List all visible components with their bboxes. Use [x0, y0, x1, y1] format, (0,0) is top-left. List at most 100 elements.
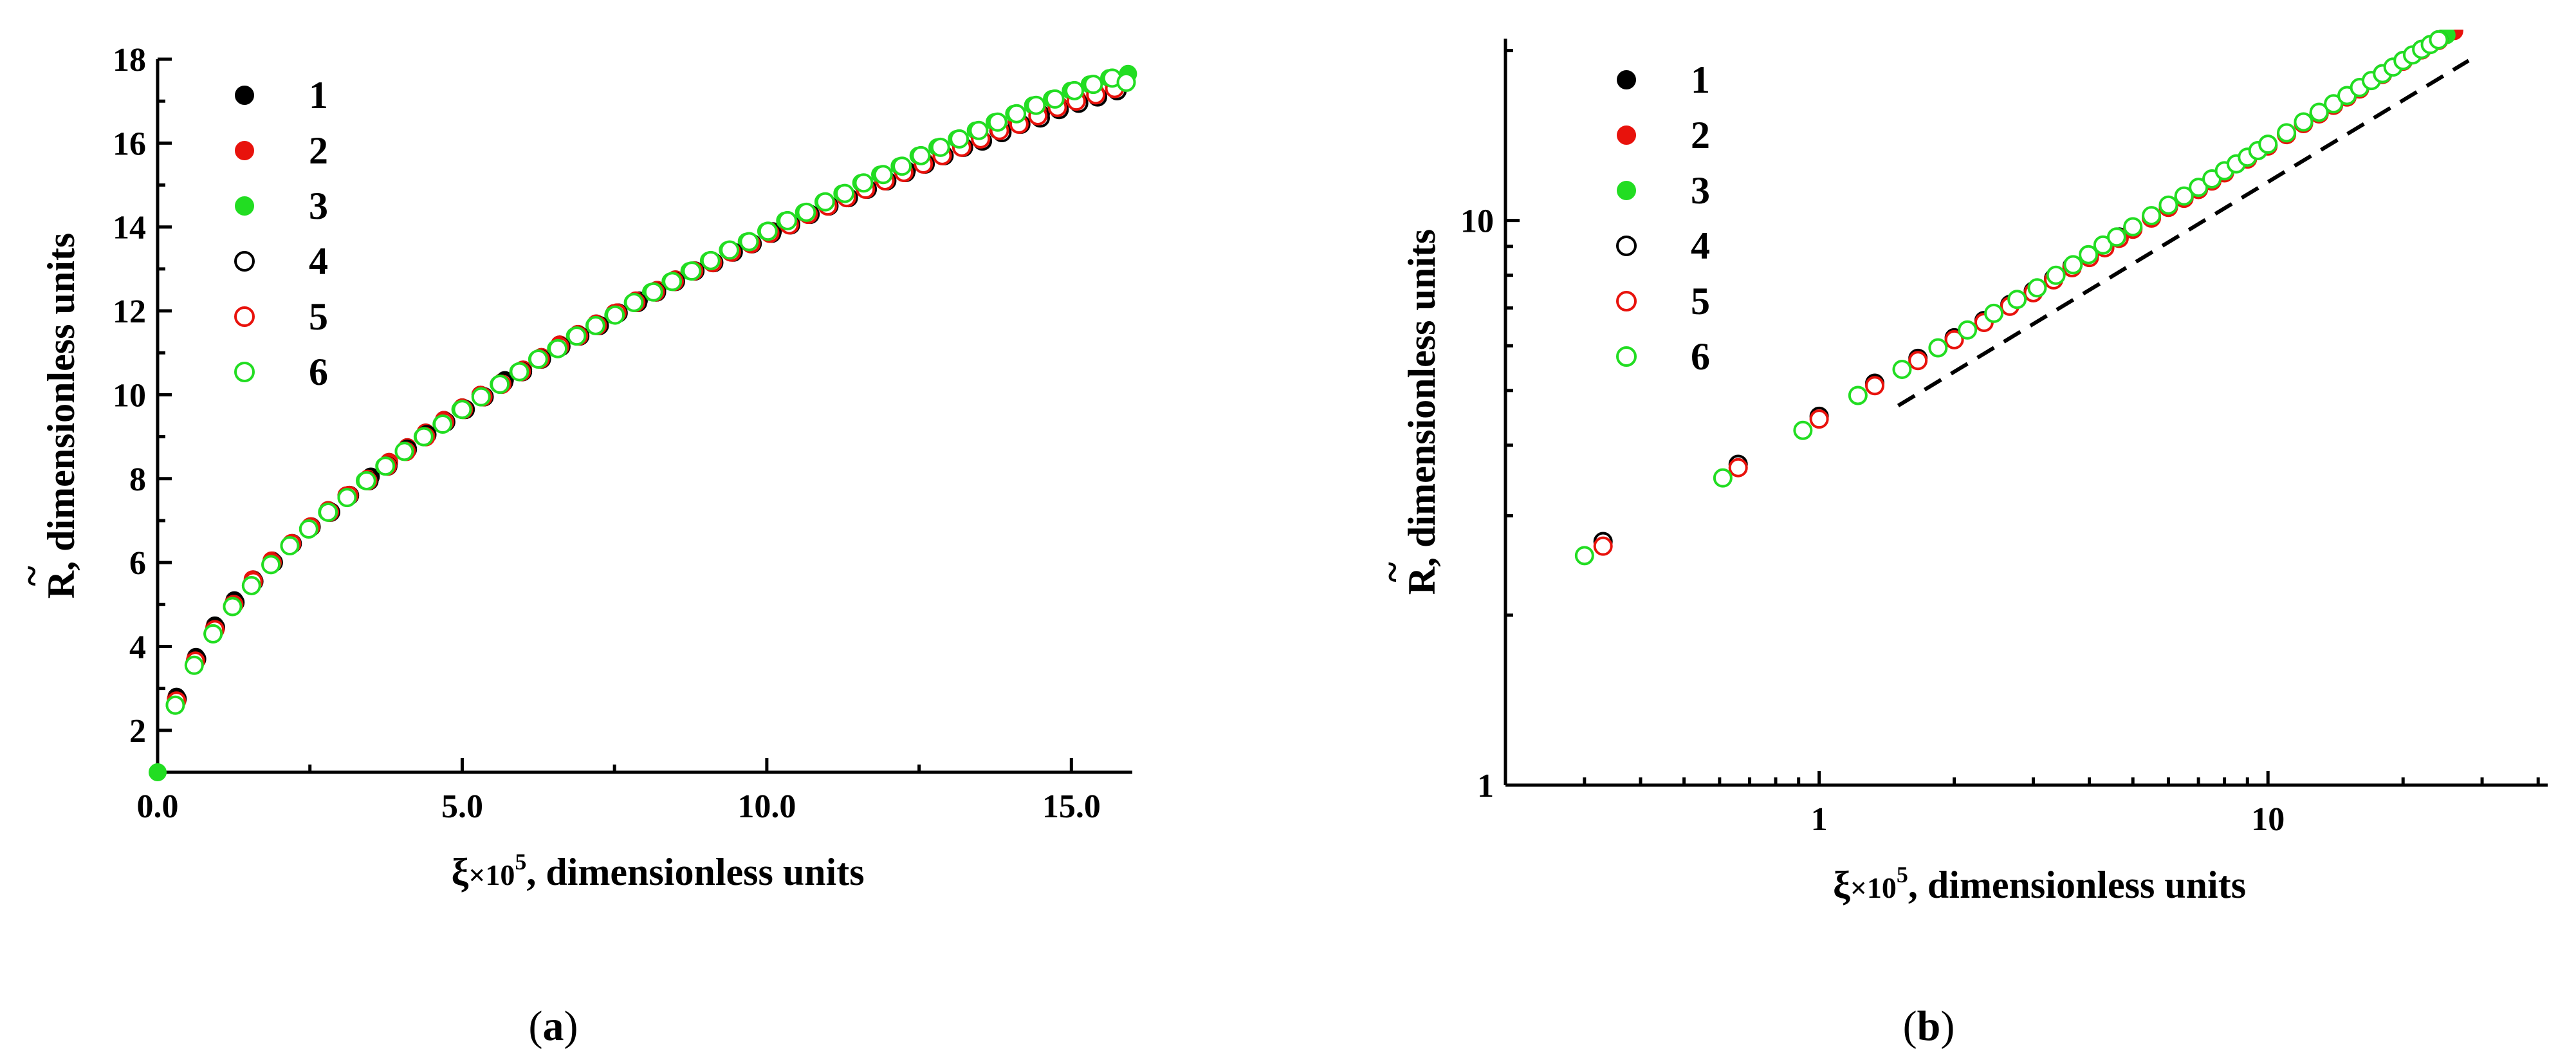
- series-6-point: [2007, 290, 2027, 310]
- legend-marker-6: [1616, 346, 1637, 367]
- x-tick-label: 5.0: [441, 788, 483, 825]
- series-6-point: [184, 655, 204, 675]
- x-axis-title-multiplier: ×10: [1850, 871, 1897, 904]
- y-tick-label: 4: [129, 629, 146, 665]
- y-tick-label: 14: [113, 210, 146, 246]
- legend-marker-6: [234, 362, 255, 382]
- legend-marker-5: [234, 306, 255, 327]
- y-tick-label: 10: [113, 377, 146, 414]
- series-6-point: [1892, 359, 1912, 379]
- series-6-point: [854, 173, 874, 193]
- series-6-point: [835, 183, 855, 203]
- legend-label-5: 5: [309, 295, 328, 338]
- series-6-point: [2123, 217, 2143, 237]
- caption-a: (a): [529, 1003, 578, 1050]
- caption-b: (b): [1903, 1003, 1955, 1050]
- legend-marker-3: [1617, 181, 1636, 200]
- caption-a-letter: a: [543, 1003, 564, 1050]
- series-6-point: [2277, 123, 2297, 143]
- series-6-point: [337, 488, 357, 508]
- series-6-point: [643, 282, 663, 302]
- series-5-point: [1908, 351, 1928, 371]
- y-axis-title: R, dimensionless units: [40, 233, 82, 599]
- legend-label-1: 1: [309, 74, 328, 116]
- series-6-point: [720, 240, 740, 260]
- y-tick-label: 12: [113, 293, 146, 330]
- x-tick-label: 10.0: [737, 788, 796, 825]
- x-tick-label: 10: [2251, 801, 2285, 838]
- series-6-point: [394, 441, 414, 461]
- legend-marker-5: [1616, 291, 1637, 311]
- legend-marker-4: [1616, 236, 1637, 256]
- legend-marker-1: [1617, 70, 1636, 89]
- series-6-point: [815, 192, 835, 212]
- series-6-point: [528, 349, 548, 369]
- series-6-point: [1928, 338, 1948, 358]
- series-6-point: [585, 315, 605, 335]
- series-6-point: [2106, 227, 2126, 247]
- series-6-point: [471, 387, 491, 407]
- series-5-point: [1865, 376, 1885, 396]
- y-axis-title-rest: , dimensionless units: [40, 233, 82, 571]
- x-axis-title-exponent: 5: [1897, 862, 1908, 887]
- series-6-point: [1026, 95, 1046, 115]
- series-6-point: [1116, 72, 1136, 92]
- series-6-point: [988, 112, 1007, 132]
- series-6-point: [165, 695, 185, 715]
- y-axis-title: R, dimensionless units: [1401, 229, 1443, 595]
- series-6-point: [1713, 468, 1733, 488]
- series-6-point: [758, 221, 778, 241]
- legend-label-4: 4: [1691, 225, 1710, 267]
- series-group: [149, 64, 1137, 781]
- series-6-point: [624, 293, 644, 313]
- series-6-point: [2142, 206, 2162, 226]
- series-6-point: [452, 400, 472, 420]
- legend-label-2: 2: [1691, 114, 1710, 156]
- x-axis-title-rest: , dimensionless units: [526, 851, 864, 893]
- legend-label-6: 6: [1691, 335, 1710, 378]
- series-6-point: [241, 575, 261, 595]
- y-tick-label: 18: [113, 42, 146, 79]
- series-6-point: [2309, 102, 2329, 122]
- legend-marker-1: [235, 86, 254, 105]
- series-6-point: [490, 375, 510, 394]
- caption-b-letter: b: [1917, 1003, 1941, 1050]
- series-6-point: [223, 597, 243, 617]
- series-5-point: [1593, 536, 1613, 556]
- y-axis-tilde: ~: [1371, 562, 1413, 582]
- series-6-point: [682, 261, 702, 281]
- series-6-point: [930, 137, 950, 157]
- series-6-point: [969, 120, 989, 140]
- series-6-point: [203, 624, 223, 644]
- series-6-point: [2258, 135, 2278, 154]
- series-6-point: [1958, 320, 1978, 340]
- x-axis-title: ξ×105, dimensionless units: [451, 849, 864, 893]
- series-6-point: [2027, 278, 2047, 298]
- legend-label-3: 3: [309, 185, 328, 227]
- series-6-point: [796, 202, 816, 222]
- series-6-point: [2294, 112, 2314, 132]
- series-6-point: [1065, 80, 1085, 100]
- series-6-point: [376, 456, 396, 476]
- series-6-point: [2158, 195, 2178, 215]
- series-6-point: [356, 471, 376, 491]
- series-6-point: [433, 414, 453, 434]
- legend-label-5: 5: [1691, 280, 1710, 322]
- series-group: [1574, 30, 2463, 566]
- series-6-point: [414, 427, 434, 447]
- series-6-point: [873, 165, 893, 185]
- legend-label-2: 2: [309, 129, 328, 172]
- x-tick-label: 0.0: [137, 788, 179, 825]
- x-axis-title-symbol: ξ: [451, 851, 468, 893]
- y-tick-label: 6: [129, 545, 146, 582]
- series-6-point: [2189, 178, 2209, 198]
- legend-marker-2: [235, 141, 254, 160]
- series-6-point: [950, 129, 970, 149]
- series-6-point: [2324, 94, 2344, 114]
- y-tick-label: 1: [1477, 768, 1494, 804]
- series-6-point: [1848, 385, 1868, 405]
- x-axis-title-symbol: ξ: [1833, 864, 1850, 906]
- series-3-point: [149, 763, 167, 781]
